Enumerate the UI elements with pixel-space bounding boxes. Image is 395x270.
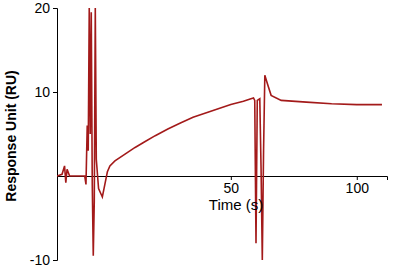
y-tick-mark bbox=[53, 260, 57, 261]
y-tick-label: -10 bbox=[30, 252, 50, 268]
y-tick: -10 bbox=[30, 252, 57, 268]
y-axis-title: Response Unit (RU) bbox=[3, 70, 19, 201]
x-axis-title: Time (s) bbox=[209, 196, 263, 213]
y-tick: 10 bbox=[34, 84, 57, 100]
x-axis: 50 100 bbox=[58, 176, 388, 196]
x-tick: 100 bbox=[346, 176, 370, 196]
y-tick: 20 bbox=[34, 0, 57, 16]
y-axis-line bbox=[53, 9, 58, 261]
y-tick-label: 10 bbox=[34, 84, 50, 100]
y-tick-label: 20 bbox=[34, 0, 50, 16]
chart: 50 100 -10 10 20 Time (s) Response Unit (RU) bbox=[0, 0, 395, 270]
x-tick: 50 bbox=[224, 176, 240, 196]
x-tick-label: 50 bbox=[224, 180, 240, 196]
y-tick-mark bbox=[53, 8, 57, 9]
sensorgram-line bbox=[57, 8, 382, 260]
y-tick-mark bbox=[53, 92, 57, 93]
x-tick-label: 100 bbox=[346, 180, 370, 196]
plot-area bbox=[57, 8, 382, 260]
y-axis: -10 10 20 bbox=[30, 0, 58, 268]
